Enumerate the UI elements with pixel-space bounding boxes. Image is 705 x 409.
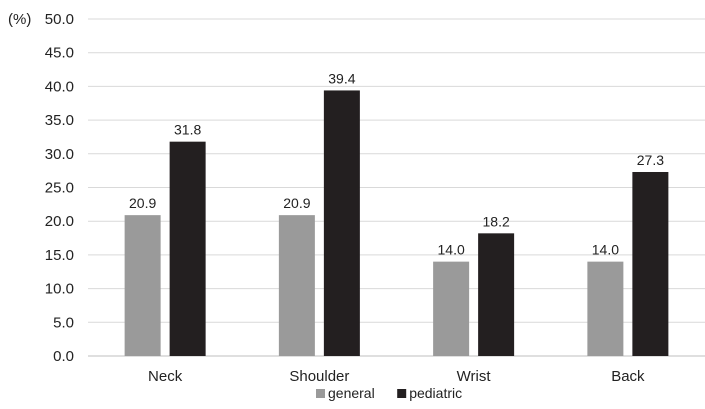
y-tick-label: 25.0 [45, 180, 74, 197]
x-axis-ticks: Neck Shoulder Wrist Back [148, 368, 645, 385]
legend-label-general: general [328, 385, 375, 401]
x-tick-label: Shoulder [289, 368, 349, 385]
bar-general-back [587, 261, 624, 356]
data-label-pediatric-neck: 31.8 [174, 122, 201, 138]
legend-swatch-general [316, 389, 325, 398]
y-axis-ticks: 0.0 5.0 10.0 15.0 20.0 25.0 30.0 35.0 40.0 45.0 50… [45, 11, 74, 365]
y-tick-label: 50.0 [45, 11, 74, 28]
legend-swatch-pediatric [397, 389, 407, 398]
y-axis-unit-label: (%) [8, 11, 31, 28]
bar-pediatric-back [632, 171, 669, 356]
y-tick-label: 0.0 [53, 348, 74, 365]
y-tick-label: 35.0 [45, 112, 74, 129]
data-label-pediatric-back: 27.3 [637, 152, 664, 168]
legend: general pediatric [316, 385, 462, 401]
data-labels: 20.9 31.8 20.9 39.4 14.0 18.2 14.0 27.3 [129, 70, 664, 257]
x-tick-label: Neck [148, 368, 183, 385]
bar-pediatric-neck [169, 141, 206, 356]
data-label-general-neck: 20.9 [129, 195, 156, 211]
data-label-general-shoulder: 20.9 [283, 195, 310, 211]
data-label-general-wrist: 14.0 [438, 242, 465, 258]
data-label-pediatric-shoulder: 39.4 [328, 70, 355, 86]
y-tick-label: 45.0 [45, 45, 74, 62]
y-tick-label: 40.0 [45, 78, 74, 95]
legend-label-pediatric: pediatric [409, 385, 462, 401]
bar-pediatric-shoulder [323, 90, 360, 356]
y-tick-label: 5.0 [53, 314, 74, 331]
y-tick-label: 15.0 [45, 247, 74, 264]
x-tick-label: Back [611, 368, 645, 385]
y-tick-label: 20.0 [45, 213, 74, 230]
data-label-general-back: 14.0 [592, 242, 619, 258]
data-label-pediatric-wrist: 18.2 [483, 213, 510, 229]
bar-general-neck [124, 215, 161, 356]
bar-general-wrist [433, 261, 470, 356]
y-tick-label: 10.0 [45, 281, 74, 298]
bars [124, 90, 669, 356]
y-tick-label: 30.0 [45, 146, 74, 163]
bar-general-shoulder [278, 215, 315, 356]
x-tick-label: Wrist [457, 368, 492, 385]
bar-pediatric-wrist [478, 233, 515, 356]
